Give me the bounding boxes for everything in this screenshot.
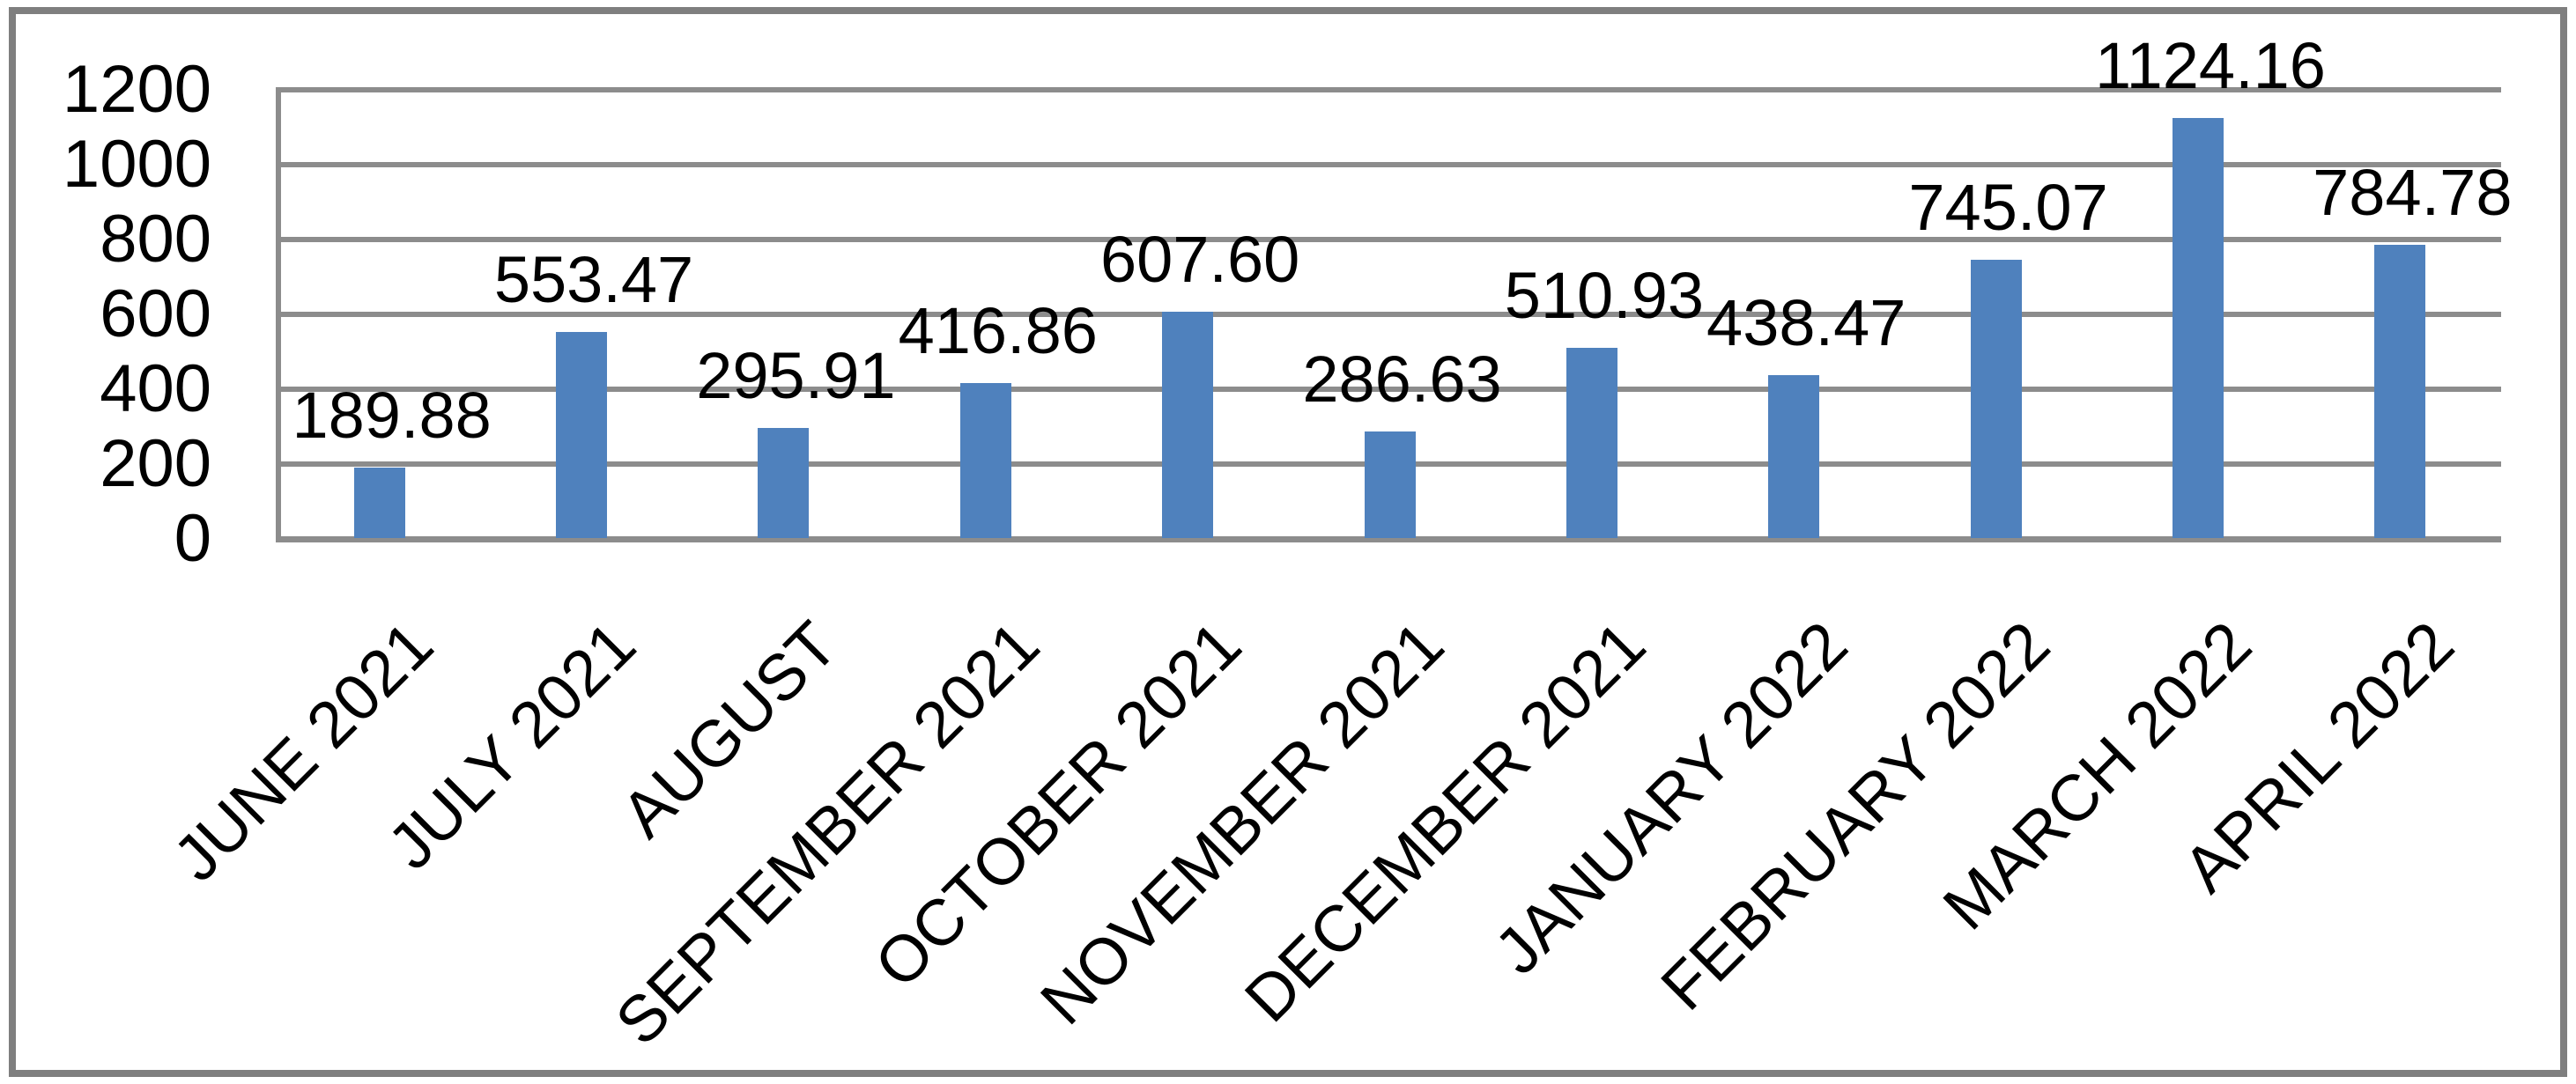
bar-march-2022 (2173, 118, 2224, 538)
data-label: 438.47 (1706, 286, 1906, 359)
data-label: 553.47 (493, 243, 694, 316)
bar-june-2021 (354, 468, 405, 538)
data-label: 510.93 (1504, 259, 1705, 332)
data-label: 745.07 (1908, 171, 2108, 244)
bar-july-2021 (556, 332, 607, 538)
y-tick-label: 400 (100, 351, 211, 426)
data-label: 607.60 (1099, 223, 1300, 296)
y-tick-label: 0 (174, 501, 211, 576)
bar-october-2021 (1162, 312, 1213, 538)
gridline (278, 312, 2501, 317)
data-label: 416.86 (898, 294, 1098, 367)
x-axis-line (278, 536, 2501, 542)
bar-february-2022 (1971, 260, 2022, 538)
y-tick-label: 200 (100, 426, 211, 501)
bar-december-2021 (1566, 348, 1617, 538)
gridline (278, 162, 2501, 167)
bar-september-2021 (960, 383, 1011, 538)
data-label: 286.63 (1302, 343, 1502, 416)
data-label: 1124.16 (2094, 29, 2326, 102)
chart-outer-border (9, 7, 2567, 1077)
data-label: 295.91 (696, 339, 896, 412)
y-tick-label: 1000 (62, 127, 211, 202)
y-axis-line (276, 87, 281, 542)
gridline (278, 387, 2501, 392)
data-label: 784.78 (2313, 156, 2513, 229)
bar-january-2022 (1768, 375, 1819, 538)
bar-april-2022 (2374, 245, 2425, 538)
data-label: 189.88 (292, 379, 492, 452)
y-tick-label: 800 (100, 202, 211, 277)
gridline (278, 237, 2501, 242)
bar-august (758, 428, 809, 538)
gridline (278, 87, 2501, 92)
y-tick-label: 1200 (62, 52, 211, 127)
y-tick-label: 600 (100, 277, 211, 351)
bar-november-2021 (1365, 431, 1416, 538)
